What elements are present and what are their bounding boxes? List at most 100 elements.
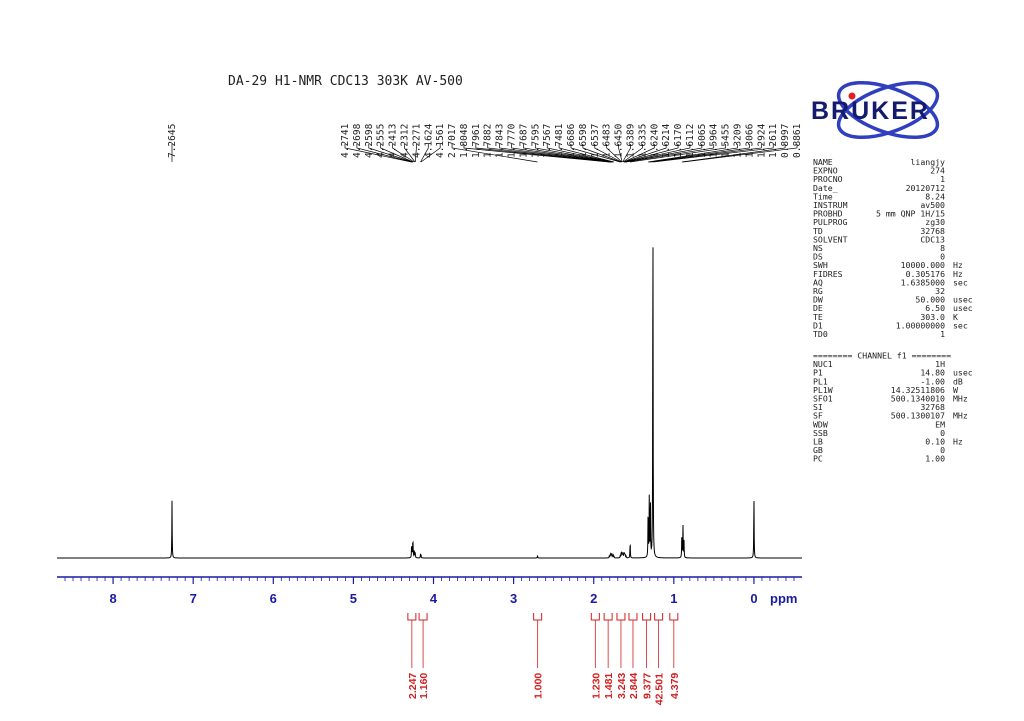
integral-value: 4.379 [669, 673, 681, 699]
peak-leader-line [625, 144, 715, 163]
param-row: SFO1 500.1340010 MHz [813, 394, 968, 404]
peak-label: 1.5964 [709, 123, 720, 158]
peak-leader-line [368, 144, 413, 163]
param-row: LB 0.10 Hz [813, 437, 963, 447]
peak-label: 1.5455 [721, 124, 732, 158]
peak-leader-line [624, 144, 691, 163]
integral: 3.243 [616, 613, 628, 699]
integral: 1.160 [418, 613, 430, 699]
peak-label: 4.2312 [399, 124, 410, 158]
param-row: DW 50.000 usec [813, 295, 973, 305]
peak-label: 0.8997 [780, 124, 791, 158]
param-name: RG [813, 286, 823, 296]
peak-leader-line [681, 144, 786, 163]
param-row: GB 0 [813, 445, 945, 455]
peak-label: 1.7687 [518, 124, 529, 158]
param-name: GB [813, 445, 823, 455]
param-row: SI 32768 [813, 402, 945, 412]
logo-text: BRUKER [811, 97, 930, 125]
param-name: NAME [813, 157, 833, 167]
param-unit: MHz [953, 394, 968, 404]
param-row: TD 32768 [813, 226, 945, 236]
param-row: SF 500.1300107 MHz [813, 411, 968, 421]
channel-header: ======== CHANNEL f1 ======== [813, 351, 951, 361]
integral-value: 1.481 [603, 673, 615, 699]
param-name: SOLVENT [813, 234, 848, 244]
param-value: 32768 [920, 402, 945, 412]
param-value: 20120712 [906, 183, 946, 193]
logo-orbit [836, 80, 940, 140]
param-name: SI [813, 402, 823, 412]
param-name: LB [813, 437, 823, 447]
peak-leader-line [487, 144, 611, 163]
param-unit: sec [953, 320, 968, 330]
peak-leader-line [404, 144, 416, 163]
peak-leader-line [511, 144, 612, 163]
param-unit: MHz [953, 411, 968, 421]
peak-leader-line [630, 144, 726, 163]
param-value: 500.1300107 [891, 411, 945, 421]
param-unit: Hz [953, 260, 963, 270]
param-row: NAME liangjy [813, 157, 945, 167]
param-value: 1.00000000 [896, 320, 945, 330]
peak-leader-line [625, 144, 703, 163]
param-unit: usec [953, 368, 973, 378]
param-unit: Hz [953, 269, 963, 279]
peak-label: 7.2645 [167, 124, 178, 158]
param-name: PROBHD [813, 209, 843, 219]
peak-leader-line [606, 144, 623, 163]
peak-label: 1.7595 [530, 124, 541, 158]
peak-leader-line [558, 144, 614, 163]
param-unit: usec [953, 295, 973, 305]
param-row: PL1 -1.00 dB [813, 376, 963, 386]
param-row: RG 32 [813, 286, 945, 296]
peak-label: 1.6686 [566, 123, 577, 158]
param-name: NUC1 [813, 359, 833, 369]
spectrum-title: DA-29 H1-NMR CDC13 303K AV-500 [228, 74, 463, 89]
param-name: SFO1 [813, 394, 833, 404]
peak-leader-line [622, 144, 643, 163]
param-row: PL1W 14.32511806 W [813, 385, 958, 395]
param-name: DE [813, 303, 823, 313]
peak-leader-line [451, 144, 538, 163]
param-row: INSTRUM av500 [813, 200, 945, 210]
peak-leader-line [463, 144, 610, 163]
param-row: AQ 1.6385000 sec [813, 277, 968, 287]
integral: 2.247 [407, 613, 419, 699]
peak-leader-line [623, 144, 655, 163]
peak-leader-line [650, 144, 762, 163]
integral-bracket [654, 613, 664, 621]
integral-labels: 2.247 1.160 1.000 1.230 1.481 3.243 2.844 9.377… [407, 613, 681, 705]
axis-tick-label: 5 [350, 591, 357, 606]
peak-label: 4.2555 [376, 124, 387, 158]
integral-value: 1.160 [418, 673, 430, 699]
axis-tick-label: 2 [590, 591, 597, 606]
param-row: PULPROG zg30 [813, 217, 945, 227]
integral-bracket [628, 613, 638, 621]
param-value: EM [935, 419, 945, 429]
peak-label: 1.6214 [661, 123, 672, 158]
axis-tick-label: 3 [510, 591, 517, 606]
param-row: NUC1 1H [813, 359, 945, 369]
peak-leader-line [594, 144, 622, 163]
param-name: DS [813, 252, 823, 262]
peak-label: 1.6598 [578, 123, 589, 158]
peak-label: 1.8048 [459, 123, 470, 158]
logo-orbit [836, 80, 940, 140]
param-row: NS 8 [813, 243, 945, 253]
peak-label: 4.1624 [423, 123, 434, 158]
param-row: SWH 10000.000 Hz [813, 260, 963, 270]
integral-value: 2.247 [407, 673, 419, 699]
peak-label: 1.6450 [614, 123, 625, 158]
param-value: 303.0 [920, 312, 945, 322]
param-value: 14.32511806 [891, 385, 945, 395]
peak-label: 1.6170 [673, 123, 684, 158]
peak-label: 4.1561 [435, 123, 446, 158]
peak-label: 1.6335 [637, 124, 648, 158]
peak-leader-line [622, 144, 631, 163]
param-unit: Hz [953, 437, 963, 447]
peak-leader-line [344, 144, 412, 163]
logo-dot-icon [848, 92, 856, 100]
peak-leader-line [624, 144, 679, 163]
